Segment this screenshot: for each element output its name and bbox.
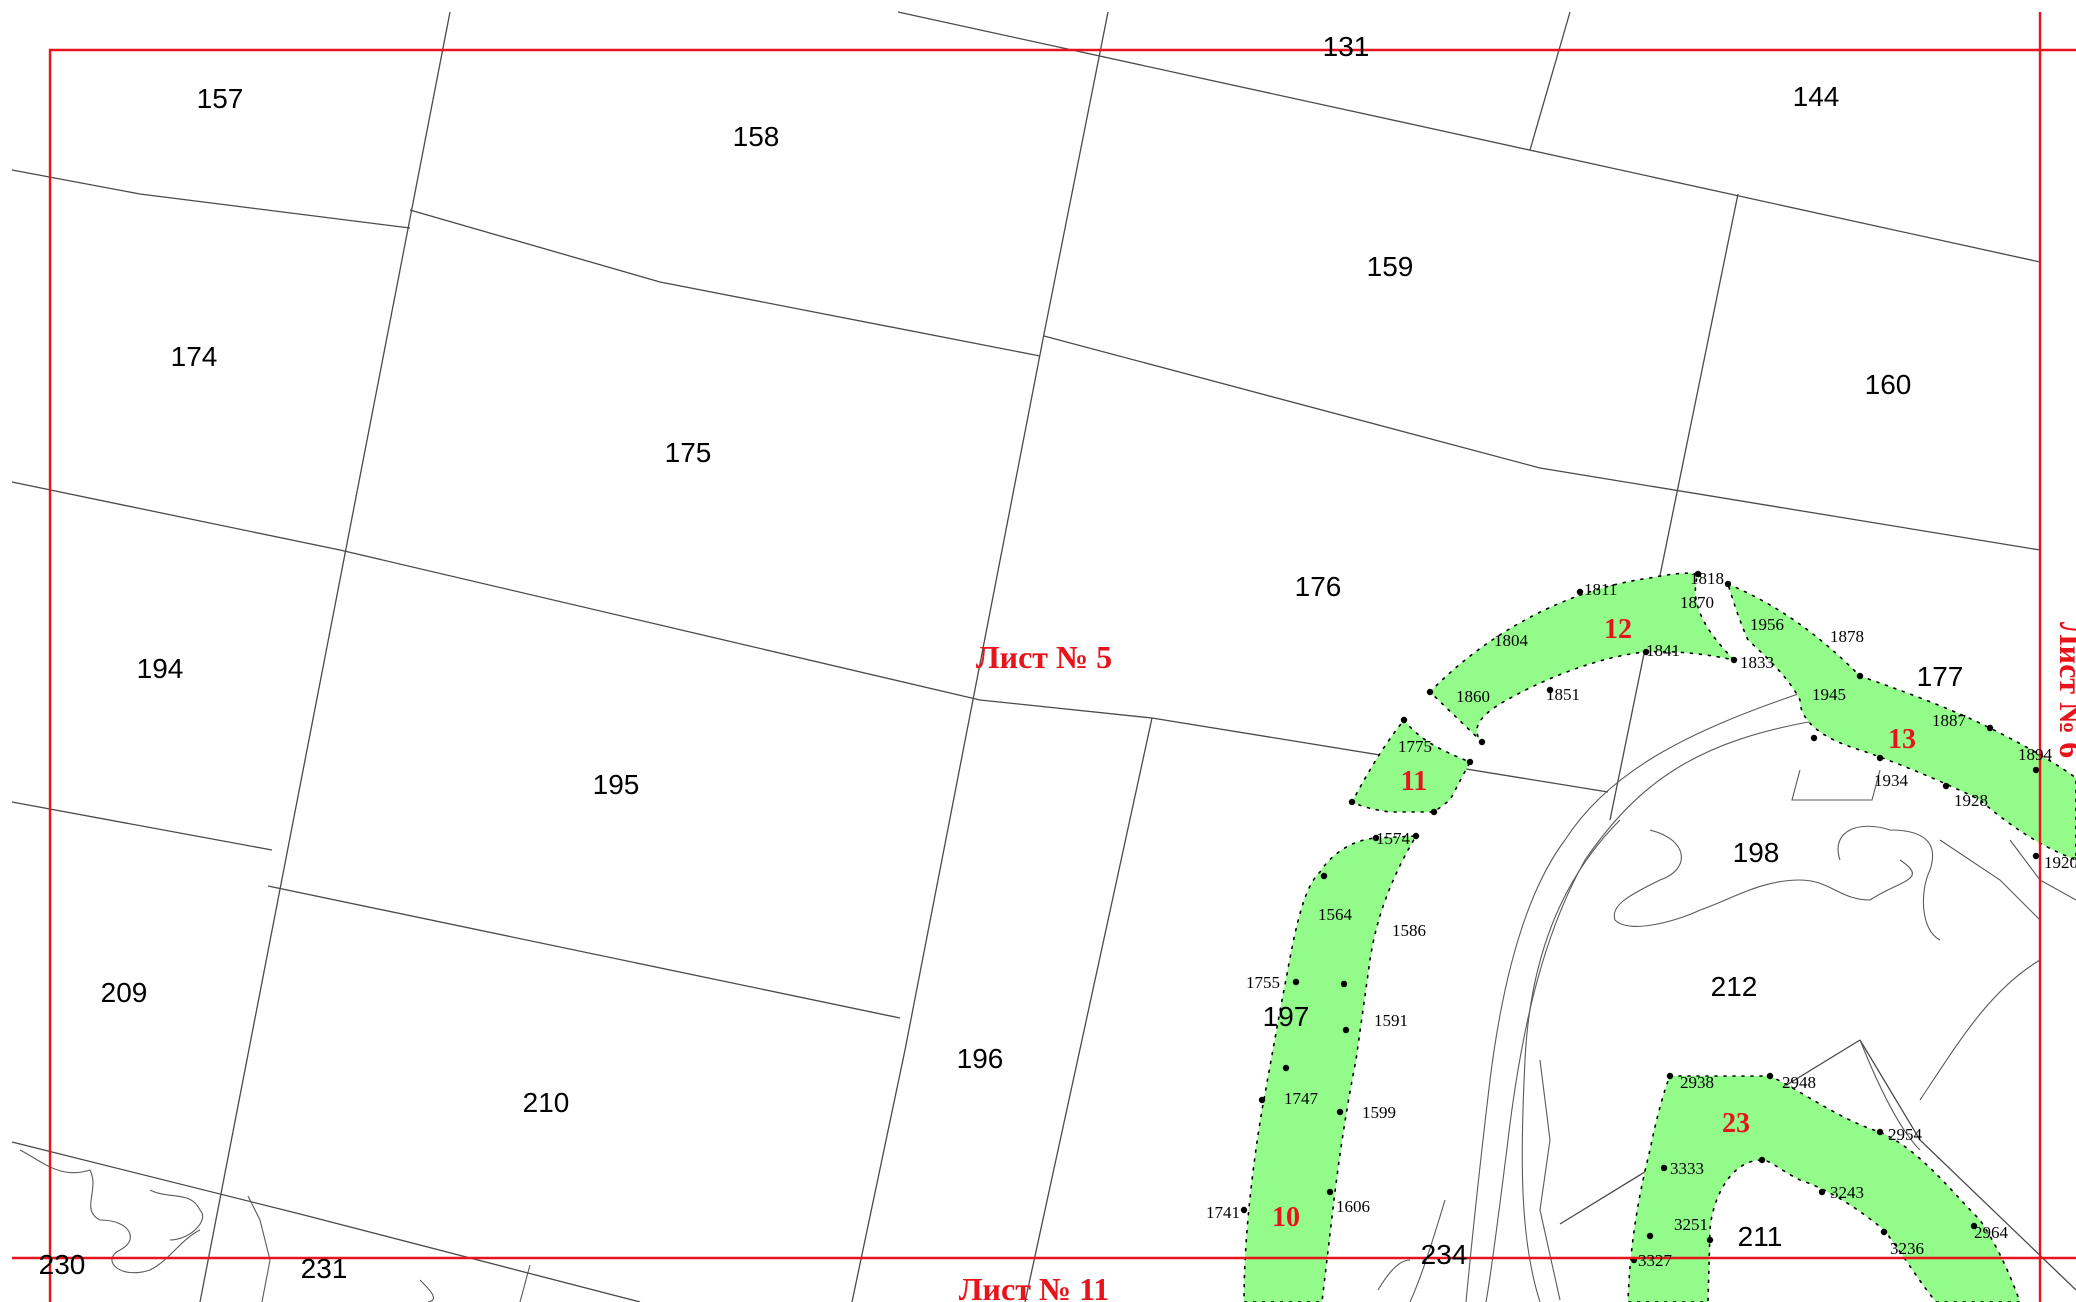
zone-13-area: [1726, 582, 2076, 861]
parcel-label-234: 234: [1421, 1239, 1468, 1270]
point-label-1887: 1887: [1932, 711, 1967, 730]
zone-label-11: 11: [1401, 766, 1427, 797]
point-label-1811: 1811: [1584, 580, 1617, 599]
point-label-1591: 1591: [1374, 1011, 1408, 1030]
zone-label-23: 23: [1722, 1108, 1750, 1139]
point-label-1606: 1606: [1336, 1197, 1370, 1216]
point-label-1870: 1870: [1680, 593, 1714, 612]
point-label-1894: 1894: [2018, 745, 2053, 764]
parcel-label-177: 177: [1917, 661, 1964, 692]
parcel-label-176: 176: [1295, 571, 1342, 602]
parcel-label-196: 196: [957, 1043, 1004, 1074]
parcel-label-175: 175: [665, 437, 712, 468]
point-label-1564: 1564: [1318, 905, 1353, 924]
zone-labels: 10 11 12 13 23: [1272, 614, 1916, 1233]
parcel-label-160: 160: [1865, 369, 1912, 400]
parcel-label-157: 157: [197, 83, 244, 114]
zone-12-area: [1428, 572, 1737, 743]
zone-23-area: [1627, 1075, 2021, 1302]
sheet-labels: Лист № 5 Лист № 11 Лист № 6: [959, 622, 2076, 1302]
parcel-label-197: 197: [1263, 1001, 1310, 1032]
point-label-2954: 2954: [1888, 1125, 1923, 1144]
parcel-label-231: 231: [301, 1253, 348, 1284]
point-label-1599: 1599: [1362, 1103, 1396, 1122]
point-label-1841: 1841: [1646, 641, 1680, 660]
point-label-1586: 1586: [1392, 921, 1426, 940]
sheet-label-current: Лист № 5: [976, 639, 1112, 675]
parcel-label-211: 211: [1738, 1221, 1783, 1252]
point-label-1574: 1574: [1376, 829, 1411, 848]
sheet-frame: [12, 12, 2076, 1302]
point-label-1755: 1755: [1246, 973, 1280, 992]
parcel-label-144: 144: [1793, 81, 1840, 112]
parcel-labels: 131 144 157 158 159 160 174 175 176 177 …: [39, 31, 1964, 1284]
zone-areas: [1243, 572, 2076, 1302]
point-label-2948: 2948: [1782, 1073, 1816, 1092]
point-label-1956: 1956: [1750, 615, 1784, 634]
vertex-points: [1240, 570, 2040, 1264]
parcel-label-174: 174: [171, 341, 218, 372]
parcel-label-212: 212: [1711, 971, 1758, 1002]
parcel-label-131: 131: [1323, 31, 1370, 62]
parcel-label-210: 210: [523, 1087, 570, 1118]
point-label-3251: 3251: [1674, 1215, 1708, 1234]
river-contours: [19, 689, 2076, 1302]
parcel-label-195: 195: [593, 769, 640, 800]
point-label-2938: 2938: [1680, 1073, 1714, 1092]
point-label-1775: 1775: [1398, 737, 1432, 756]
parcel-label-198: 198: [1733, 837, 1780, 868]
point-label-1920: 1920: [2044, 853, 2076, 872]
point-label-1934: 1934: [1874, 771, 1909, 790]
parcel-label-159: 159: [1367, 251, 1414, 282]
point-label-3243: 3243: [1830, 1183, 1864, 1202]
zone-10-area: [1243, 835, 1418, 1302]
sheet-label-below: Лист № 11: [959, 1271, 1110, 1302]
zone-11-area: [1350, 718, 1472, 813]
zone-label-10: 10: [1272, 1202, 1300, 1233]
point-label-2964: 2964: [1974, 1223, 2009, 1242]
point-label-1804: 1804: [1494, 631, 1529, 650]
point-label-1851: 1851: [1546, 685, 1580, 704]
sheet-label-right: Лист № 6: [2053, 622, 2076, 758]
point-label-1878: 1878: [1830, 627, 1864, 646]
parcel-label-209: 209: [101, 977, 148, 1008]
parcel-label-194: 194: [137, 653, 184, 684]
point-label-1945: 1945: [1812, 685, 1846, 704]
point-label-1860: 1860: [1456, 687, 1490, 706]
point-label-1818: 1818: [1690, 569, 1724, 588]
parcel-label-158: 158: [733, 121, 780, 152]
point-label-3236: 3236: [1890, 1239, 1924, 1258]
point-label-3333: 3333: [1670, 1159, 1704, 1178]
point-label-3327: 3327: [1638, 1251, 1673, 1270]
zone-label-13: 13: [1888, 724, 1916, 755]
point-labels: 1818 1811 1870 1804 1841 1833 1860 1851 …: [1206, 569, 2076, 1270]
parcel-label-230: 230: [39, 1249, 86, 1280]
point-label-1747: 1747: [1284, 1089, 1319, 1108]
point-label-1833: 1833: [1740, 653, 1774, 672]
point-label-1741: 1741: [1206, 1203, 1240, 1222]
point-label-1928: 1928: [1954, 791, 1988, 810]
zone-label-12: 12: [1604, 614, 1632, 645]
